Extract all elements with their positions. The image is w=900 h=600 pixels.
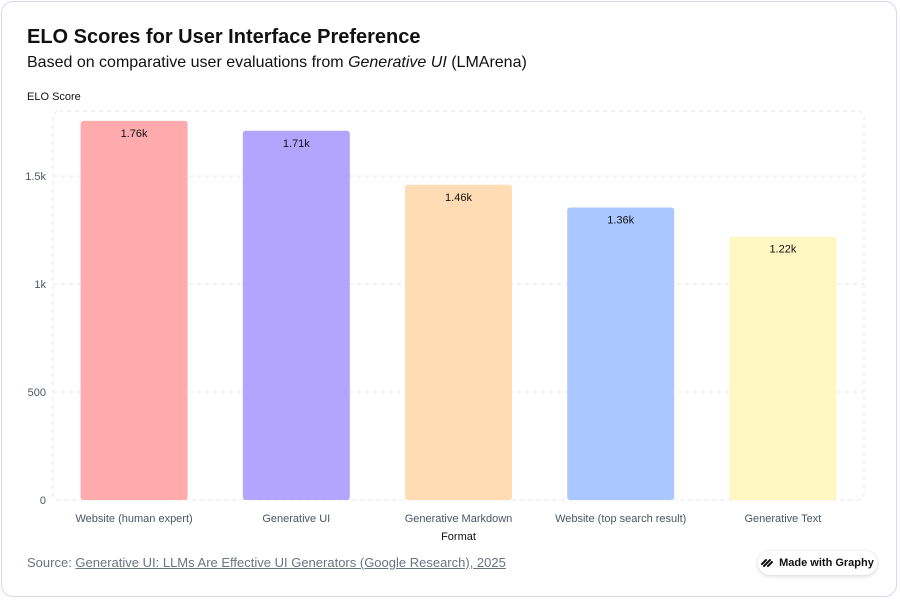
y-axis-label: ELO Score <box>27 91 81 103</box>
source-link[interactable]: Generative UI: LLMs Are Effective UI Gen… <box>75 555 506 570</box>
graphy-logo-icon <box>761 559 774 567</box>
chart-title: ELO Scores for User Interface Preference <box>27 26 421 48</box>
made-with-graphy-badge[interactable]: Made with Graphy <box>758 551 877 575</box>
bar-value-label: 1.22k <box>769 244 796 256</box>
x-tick-label: Website (human expert) <box>76 513 193 525</box>
source-label: Source: <box>27 555 76 570</box>
y-tick-label: 500 <box>28 387 46 399</box>
y-tick-label: 1k <box>34 279 46 291</box>
bar <box>729 236 837 500</box>
bar-value-label: 1.76k <box>121 128 148 140</box>
bar <box>242 130 350 500</box>
bar-value-label: 1.36k <box>607 214 634 226</box>
bar-value-label: 1.71k <box>283 138 310 150</box>
bar <box>567 207 675 500</box>
x-axis-label: Format <box>441 531 476 543</box>
y-tick-label: 1.5k <box>25 171 46 183</box>
subtitle-prefix: Based on comparative user evaluations fr… <box>27 54 349 71</box>
subtitle-suffix: (LMArena) <box>446 54 527 71</box>
x-tick-label: Website (top search result) <box>555 513 686 525</box>
bar-value-label: 1.46k <box>445 192 472 204</box>
x-tick-label: Generative UI <box>262 513 330 525</box>
subtitle-emphasis: Generative UI <box>348 54 447 71</box>
y-tick-label: 0 <box>40 495 46 507</box>
badge-label: Made with Graphy <box>779 557 874 569</box>
chart-subtitle: Based on comparative user evaluations fr… <box>27 54 527 72</box>
bar <box>80 120 188 500</box>
bar <box>405 184 512 501</box>
source-line: Source: Generative UI: LLMs Are Effectiv… <box>27 555 506 570</box>
x-tick-label: Generative Markdown <box>405 513 513 525</box>
x-tick-label: Generative Text <box>744 513 821 525</box>
